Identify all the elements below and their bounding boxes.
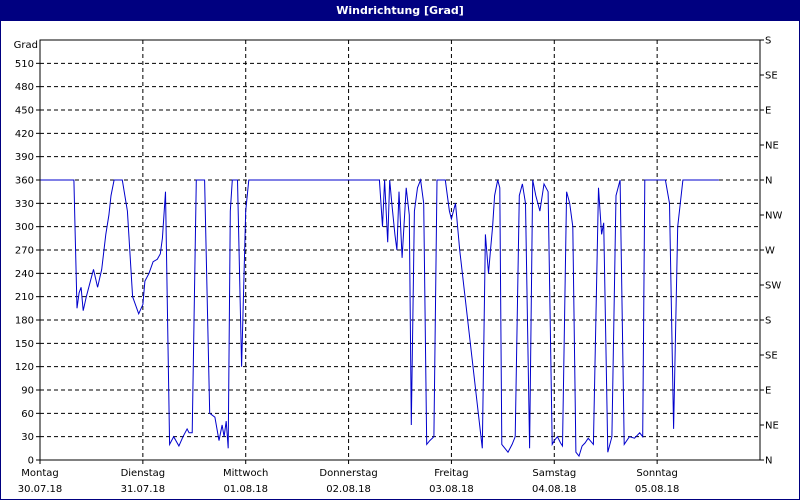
y-axis-left: 0 30 60 90 120 150 180 210 240 270 300 330 360 390 420… (15, 59, 40, 467)
y-tick-label: 30 (21, 432, 34, 443)
x-day-label: Montag (21, 468, 58, 479)
window-title: Windrichtung [Grad] (1, 1, 799, 21)
y-tick-label: 240 (15, 269, 34, 280)
compass-label: SW (765, 281, 781, 292)
compass-label: NE (765, 421, 779, 432)
y-tick-label: 150 (15, 339, 34, 350)
x-date-label: 05.08.18 (635, 484, 680, 495)
y-tick-label: 390 (15, 152, 34, 163)
y-tick-label: 210 (15, 292, 34, 303)
compass-label: NE (765, 141, 779, 152)
x-date-label: 01.08.18 (223, 484, 268, 495)
y-tick-label: 180 (15, 316, 34, 327)
compass-label: S (765, 36, 771, 47)
y-tick-label: 60 (21, 409, 34, 420)
x-date-label: 31.07.18 (121, 484, 166, 495)
compass-label: N (765, 176, 772, 187)
x-date-label: 02.08.18 (326, 484, 371, 495)
compass-label: SE (765, 71, 778, 82)
x-axis-days: Montag 30.07.18 Dienstag 31.07.18 Mittwoch 01… (18, 460, 680, 495)
y-axis-right-compass: N NE E SE S SW W NW N NE E SE S (760, 36, 782, 467)
compass-label: E (765, 106, 771, 117)
y-tick-label: 330 (15, 199, 34, 210)
x-date-label: 04.08.18 (532, 484, 577, 495)
y-tick-label: 480 (15, 82, 34, 93)
y-tick-label: 420 (15, 129, 34, 140)
y-tick-label: 450 (15, 106, 34, 117)
compass-label: W (765, 246, 775, 257)
y-tick-label: 270 (15, 246, 34, 257)
y-tick-label: 120 (15, 362, 34, 373)
plot-frame (39, 39, 761, 461)
y-tick-label: 90 (21, 386, 34, 397)
x-day-label: Donnerstag (319, 468, 377, 479)
x-day-label: Samstag (532, 468, 576, 479)
y-tick-label: 300 (15, 222, 34, 233)
x-day-label: Dienstag (121, 468, 166, 479)
y-tick-label: 0 (28, 456, 34, 467)
compass-label: S (765, 316, 771, 327)
compass-label: SE (765, 351, 778, 362)
compass-label: N (765, 456, 772, 467)
x-date-label: 30.07.18 (18, 484, 63, 495)
x-date-label: 03.08.18 (429, 484, 474, 495)
grid-lines (40, 40, 760, 460)
y-axis-label: Grad (14, 40, 38, 51)
y-tick-label: 510 (15, 59, 34, 70)
compass-label: NW (765, 211, 782, 222)
compass-label: E (765, 386, 771, 397)
x-day-label: Sonntag (636, 468, 678, 479)
x-day-label: Mittwoch (223, 468, 268, 479)
x-day-label: Freitag (434, 468, 468, 479)
y-tick-label: 360 (15, 176, 34, 187)
wind-direction-series (40, 178, 719, 458)
